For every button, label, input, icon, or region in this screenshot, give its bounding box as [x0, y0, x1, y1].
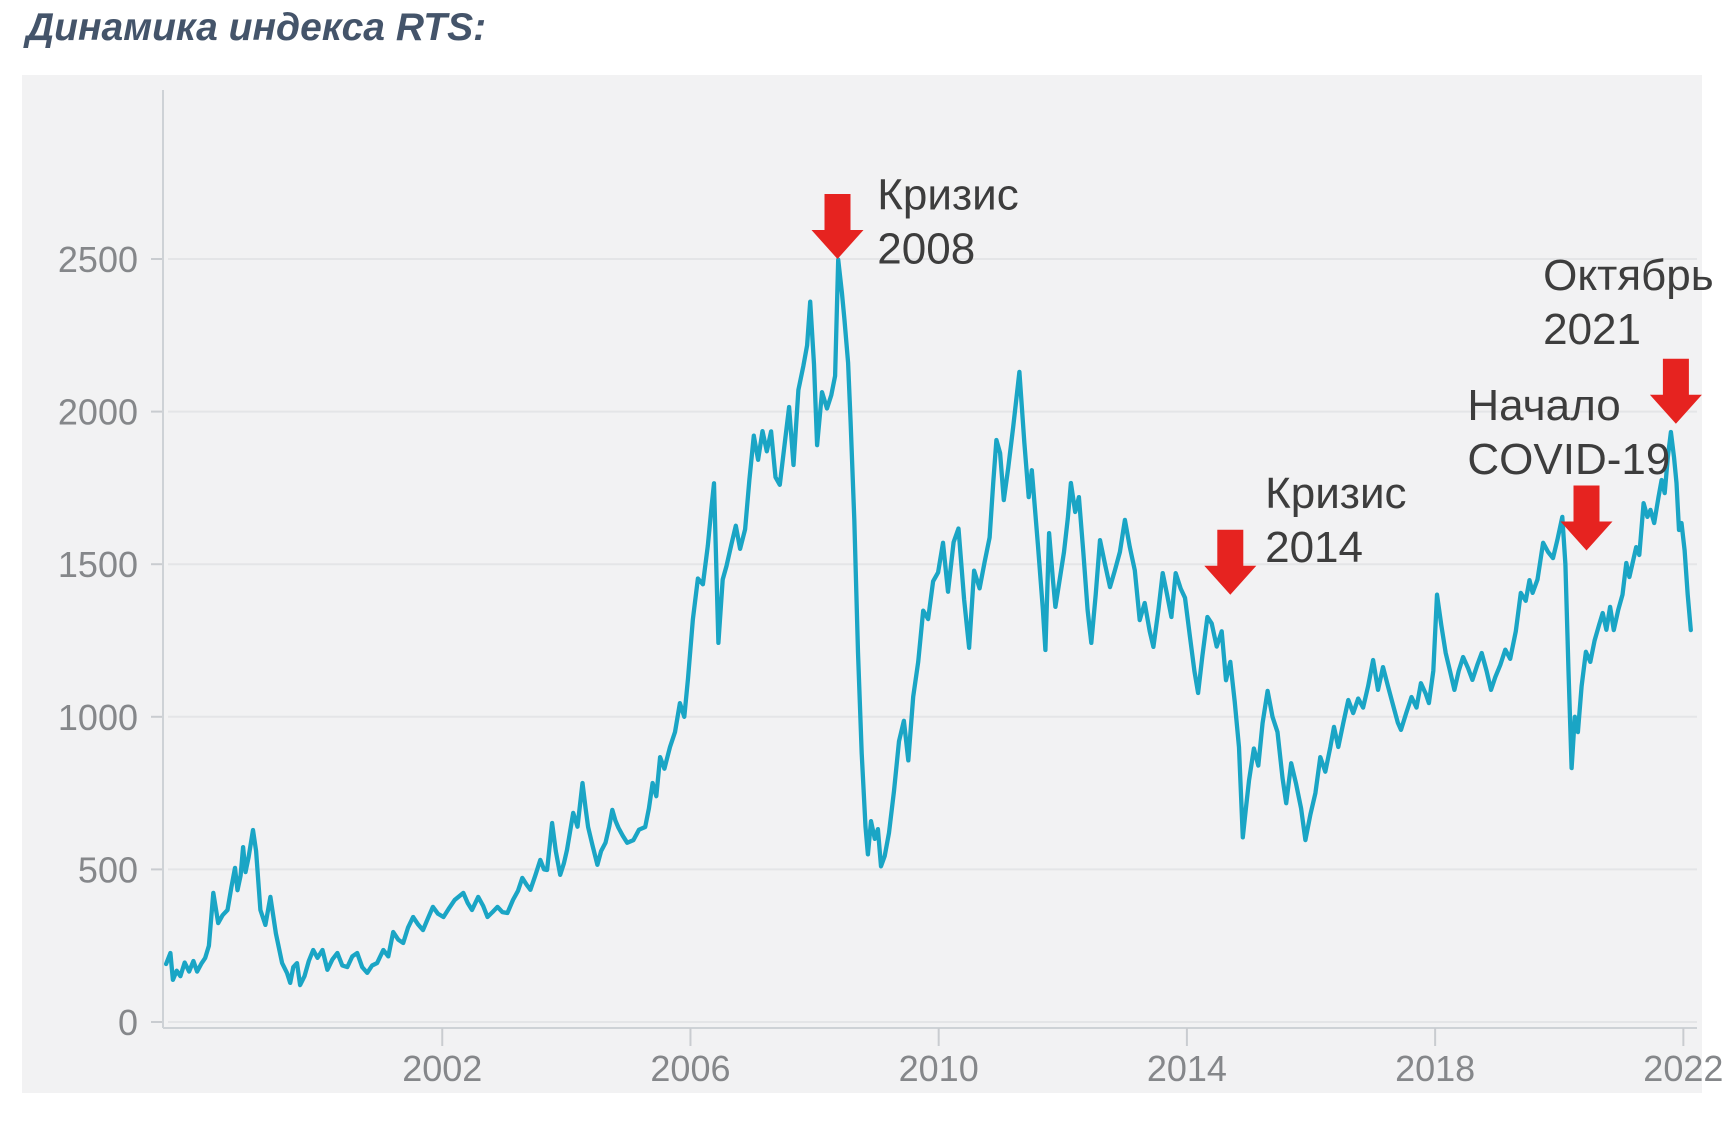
x-axis-label: 2010 [899, 1048, 979, 1089]
x-axis-label: 2014 [1147, 1048, 1227, 1089]
y-axis-label: 1000 [58, 697, 138, 738]
chart-card [22, 75, 1702, 1093]
annotation-label: Кризис [877, 171, 1018, 220]
annotation-label: Кризис [1265, 469, 1406, 518]
annotation-label: 2021 [1543, 305, 1641, 354]
x-axis-label: 2018 [1395, 1048, 1475, 1089]
crisis-down-arrow-icon [1560, 485, 1613, 551]
crisis-down-arrow-icon [1649, 358, 1702, 424]
x-axis-label: 2022 [1643, 1048, 1723, 1089]
annotation-label: Октябрь [1543, 251, 1714, 300]
y-axis-label: 0 [118, 1002, 138, 1043]
y-axis-label: 1500 [58, 544, 138, 585]
annotation-label: COVID-19 [1467, 435, 1670, 484]
x-axis-label: 2002 [402, 1048, 482, 1089]
y-axis-label: 500 [78, 849, 138, 890]
y-axis-label: 2500 [58, 239, 138, 280]
crisis-down-arrow-icon [811, 194, 864, 259]
y-axis-label: 2000 [58, 392, 138, 433]
page-title: Динамика индекса RTS: [26, 6, 487, 49]
annotation-label: Начало [1467, 381, 1620, 430]
annotation-label: 2008 [877, 225, 975, 274]
annotation-label: 2014 [1265, 523, 1363, 572]
rts-index-line [163, 257, 1693, 988]
crisis-down-arrow-icon [1204, 529, 1257, 595]
x-axis-label: 2006 [650, 1048, 730, 1089]
